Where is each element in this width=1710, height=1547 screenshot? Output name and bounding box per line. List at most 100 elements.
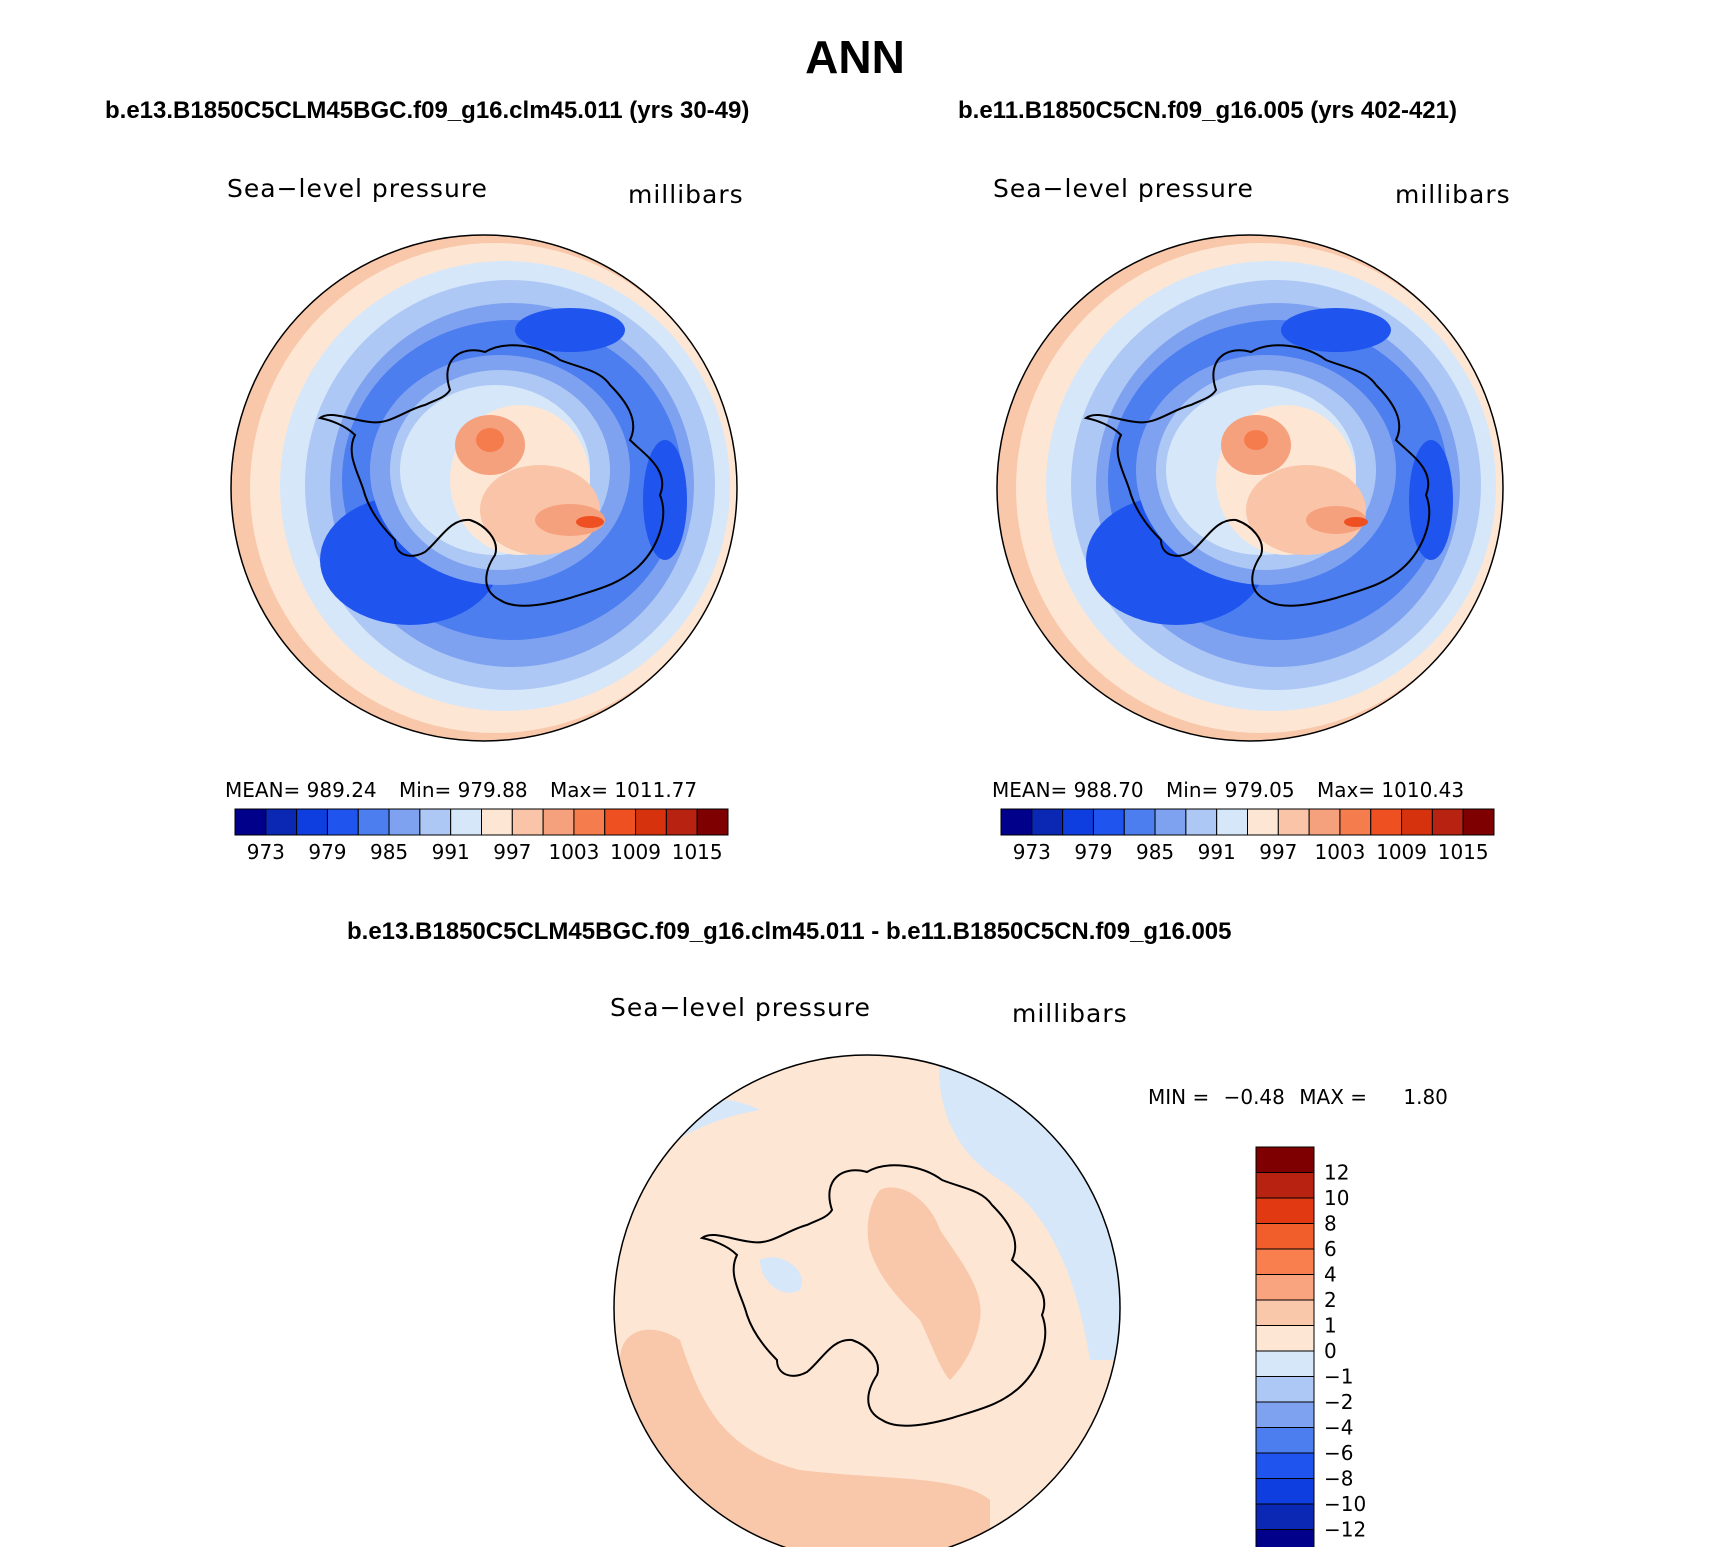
panel-2-max-value: 1010.43 [1381, 778, 1465, 802]
diff-colorbar-swatch-13 [1255, 1478, 1315, 1505]
diff-map-border [613, 1054, 1121, 1547]
diff-colorbar-swatch-3 [1255, 1223, 1315, 1250]
panel-2-colorbar-swatch-7 [1216, 808, 1248, 836]
panel-1-colorbar-tick-label: 1009 [610, 840, 661, 864]
diff-colorbar-swatch-9 [1255, 1376, 1315, 1403]
panel-2-colorbar-swatch-8 [1247, 808, 1279, 836]
diff-colorbar-tick-label: 12 [1324, 1161, 1349, 1185]
panel-1-stats: MEAN= 989.24 Min= 979.88 Max= 1011.77 [225, 778, 697, 802]
panel-2-colorbar-swatch-1 [1031, 808, 1064, 836]
panel-1-min-value: 979.88 [457, 778, 528, 802]
panel-1-mean-value: 989.24 [306, 778, 377, 802]
diff-colorbar-swatch-6 [1255, 1299, 1315, 1326]
diff-colorbar-swatch-11 [1255, 1427, 1315, 1454]
panel-1-colorbar-swatch-0 [234, 808, 267, 836]
diff-units-label: millibars [1012, 999, 1128, 1028]
panel-1-colorbar-tick-label: 997 [493, 840, 531, 864]
diff-colorbar-swatch-7 [1255, 1325, 1315, 1352]
panel-2-colorbar-swatch-2 [1062, 808, 1094, 836]
panel-1-colorbar-tick-label: 985 [370, 840, 408, 864]
panel-2-units-label: millibars [1395, 180, 1511, 209]
diff-colorbar-tick-label: 2 [1324, 1288, 1337, 1312]
panel-2-mean-label: MEAN= [992, 778, 1068, 802]
diff-colorbar-tick-label: 8 [1324, 1212, 1337, 1236]
panel-2-colorbar-swatch-13 [1401, 808, 1433, 836]
diff-colorbar-swatch-1 [1255, 1172, 1315, 1199]
panel-1-colorbar-tick-label: 1015 [672, 840, 723, 864]
panel-2-mean-value: 988.70 [1073, 778, 1144, 802]
diff-min-value: −0.48 [1223, 1085, 1285, 1109]
figure-title: ANN [805, 31, 905, 83]
panel-1-case-title: b.e13.B1850C5CLM45BGC.f09_g16.clm45.011 … [105, 97, 750, 124]
diff-colorbar-tick-label: −10 [1324, 1492, 1366, 1516]
diff-variable-label: Sea−level pressure [610, 993, 871, 1022]
diff-colorbar-tick-label: −6 [1324, 1441, 1353, 1465]
diff-colorbar-swatch-2 [1255, 1197, 1315, 1224]
panel-1-colorbar-tick-label: 979 [308, 840, 346, 864]
diff-colorbar-tick-label: 6 [1324, 1237, 1337, 1261]
diff-colorbar-tick-label: −1 [1324, 1365, 1353, 1389]
panel-2-case-title: b.e11.B1850C5CN.f09_g16.005 (yrs 402-421… [958, 97, 1457, 124]
panel-2-map [997, 235, 1503, 741]
panel-2-colorbar-swatch-5 [1154, 808, 1187, 836]
panel-1-units-label: millibars [628, 180, 744, 209]
panel-1-colorbar-swatch-2 [296, 808, 328, 836]
panel-2-colorbar: 973 979 985 991 997 1003 1009 1015 [1000, 808, 1495, 864]
panel-1-max-label: Max= [549, 778, 609, 802]
diff-colorbar-swatch-10 [1255, 1401, 1315, 1428]
diff-colorbar-swatch-0 [1255, 1146, 1315, 1173]
panel-1-colorbar-swatch-10 [542, 808, 575, 836]
diff-colorbar-tick-label: 0 [1324, 1339, 1337, 1363]
panel-1-colorbar-swatch-15 [696, 808, 729, 836]
panel-2-min-value: 979.05 [1224, 778, 1295, 802]
panel-2-colorbar-swatch-11 [1339, 808, 1372, 836]
panel-1-variable-label: Sea−level pressure [227, 174, 488, 203]
panel-1-mean-label: MEAN= [225, 778, 301, 802]
panel-1-colorbar-swatch-4 [357, 808, 390, 836]
diff-colorbar-tick-label: −12 [1324, 1518, 1366, 1542]
diff-stats: MIN = −0.48 MAX = 1.80 [1148, 1085, 1448, 1109]
diff-colorbar-tick-label: 10 [1324, 1186, 1349, 1210]
panel-1-colorbar-swatch-1 [265, 808, 298, 836]
diff-min-label: MIN = [1148, 1085, 1210, 1109]
panel-1-colorbar-swatch-12 [604, 808, 637, 836]
panel-2-min-label: Min= [1166, 778, 1219, 802]
panel-1-colorbar-swatch-5 [388, 808, 421, 836]
panel-2-colorbar-tick-label: 991 [1198, 840, 1236, 864]
panel-2-colorbar-swatch-10 [1308, 808, 1341, 836]
diff-colorbar-swatch-8 [1255, 1350, 1315, 1377]
panel-1-colorbar-swatch-7 [450, 808, 482, 836]
diff-colorbar-tick-label: 4 [1324, 1263, 1337, 1287]
panel-2-colorbar-tick-label: 1009 [1376, 840, 1427, 864]
diff-colorbar-swatch-12 [1255, 1452, 1315, 1479]
panel-2-colorbar-swatch-3 [1092, 808, 1125, 836]
panel-1-max-value: 1011.77 [614, 778, 698, 802]
panel-2-colorbar-swatch-14 [1431, 808, 1464, 836]
panel-1-colorbar-tick-label: 1003 [548, 840, 599, 864]
diff-colorbar-tick-label: 1 [1324, 1314, 1337, 1338]
panel-2-colorbar-tick-label: 1003 [1314, 840, 1365, 864]
diff-colorbar-tick-label: −4 [1324, 1416, 1353, 1440]
panel-2-colorbar-tick-label: 997 [1259, 840, 1297, 864]
diff-colorbar-tick-label: −2 [1324, 1390, 1353, 1414]
panel-2-colorbar-swatch-15 [1462, 808, 1495, 836]
panel-2-colorbar-swatch-4 [1123, 808, 1156, 836]
panel-2-variable-label: Sea−level pressure [993, 174, 1254, 203]
panel-2-colorbar-swatch-12 [1370, 808, 1403, 836]
diff-colorbar-swatch-15 [1255, 1529, 1315, 1547]
diff-max-label: MAX = [1299, 1085, 1368, 1109]
panel-2-map-border [996, 234, 1504, 742]
panel-2-max-label: Max= [1316, 778, 1376, 802]
diff-colorbar-swatch-14 [1255, 1503, 1315, 1530]
panel-1-colorbar-tick-label: 991 [432, 840, 470, 864]
diff-max-value: 1.80 [1403, 1085, 1448, 1109]
panel-1-colorbar-swatch-6 [419, 808, 452, 836]
panel-2-colorbar-swatch-6 [1185, 808, 1218, 836]
diff-colorbar-tick-label: −8 [1324, 1467, 1353, 1491]
panel-1-colorbar-swatch-8 [481, 808, 513, 836]
panel-2-colorbar-swatch-9 [1277, 808, 1310, 836]
panel-2-colorbar-tick-label: 973 [1013, 840, 1051, 864]
panel-2-colorbar-tick-label: 985 [1136, 840, 1174, 864]
